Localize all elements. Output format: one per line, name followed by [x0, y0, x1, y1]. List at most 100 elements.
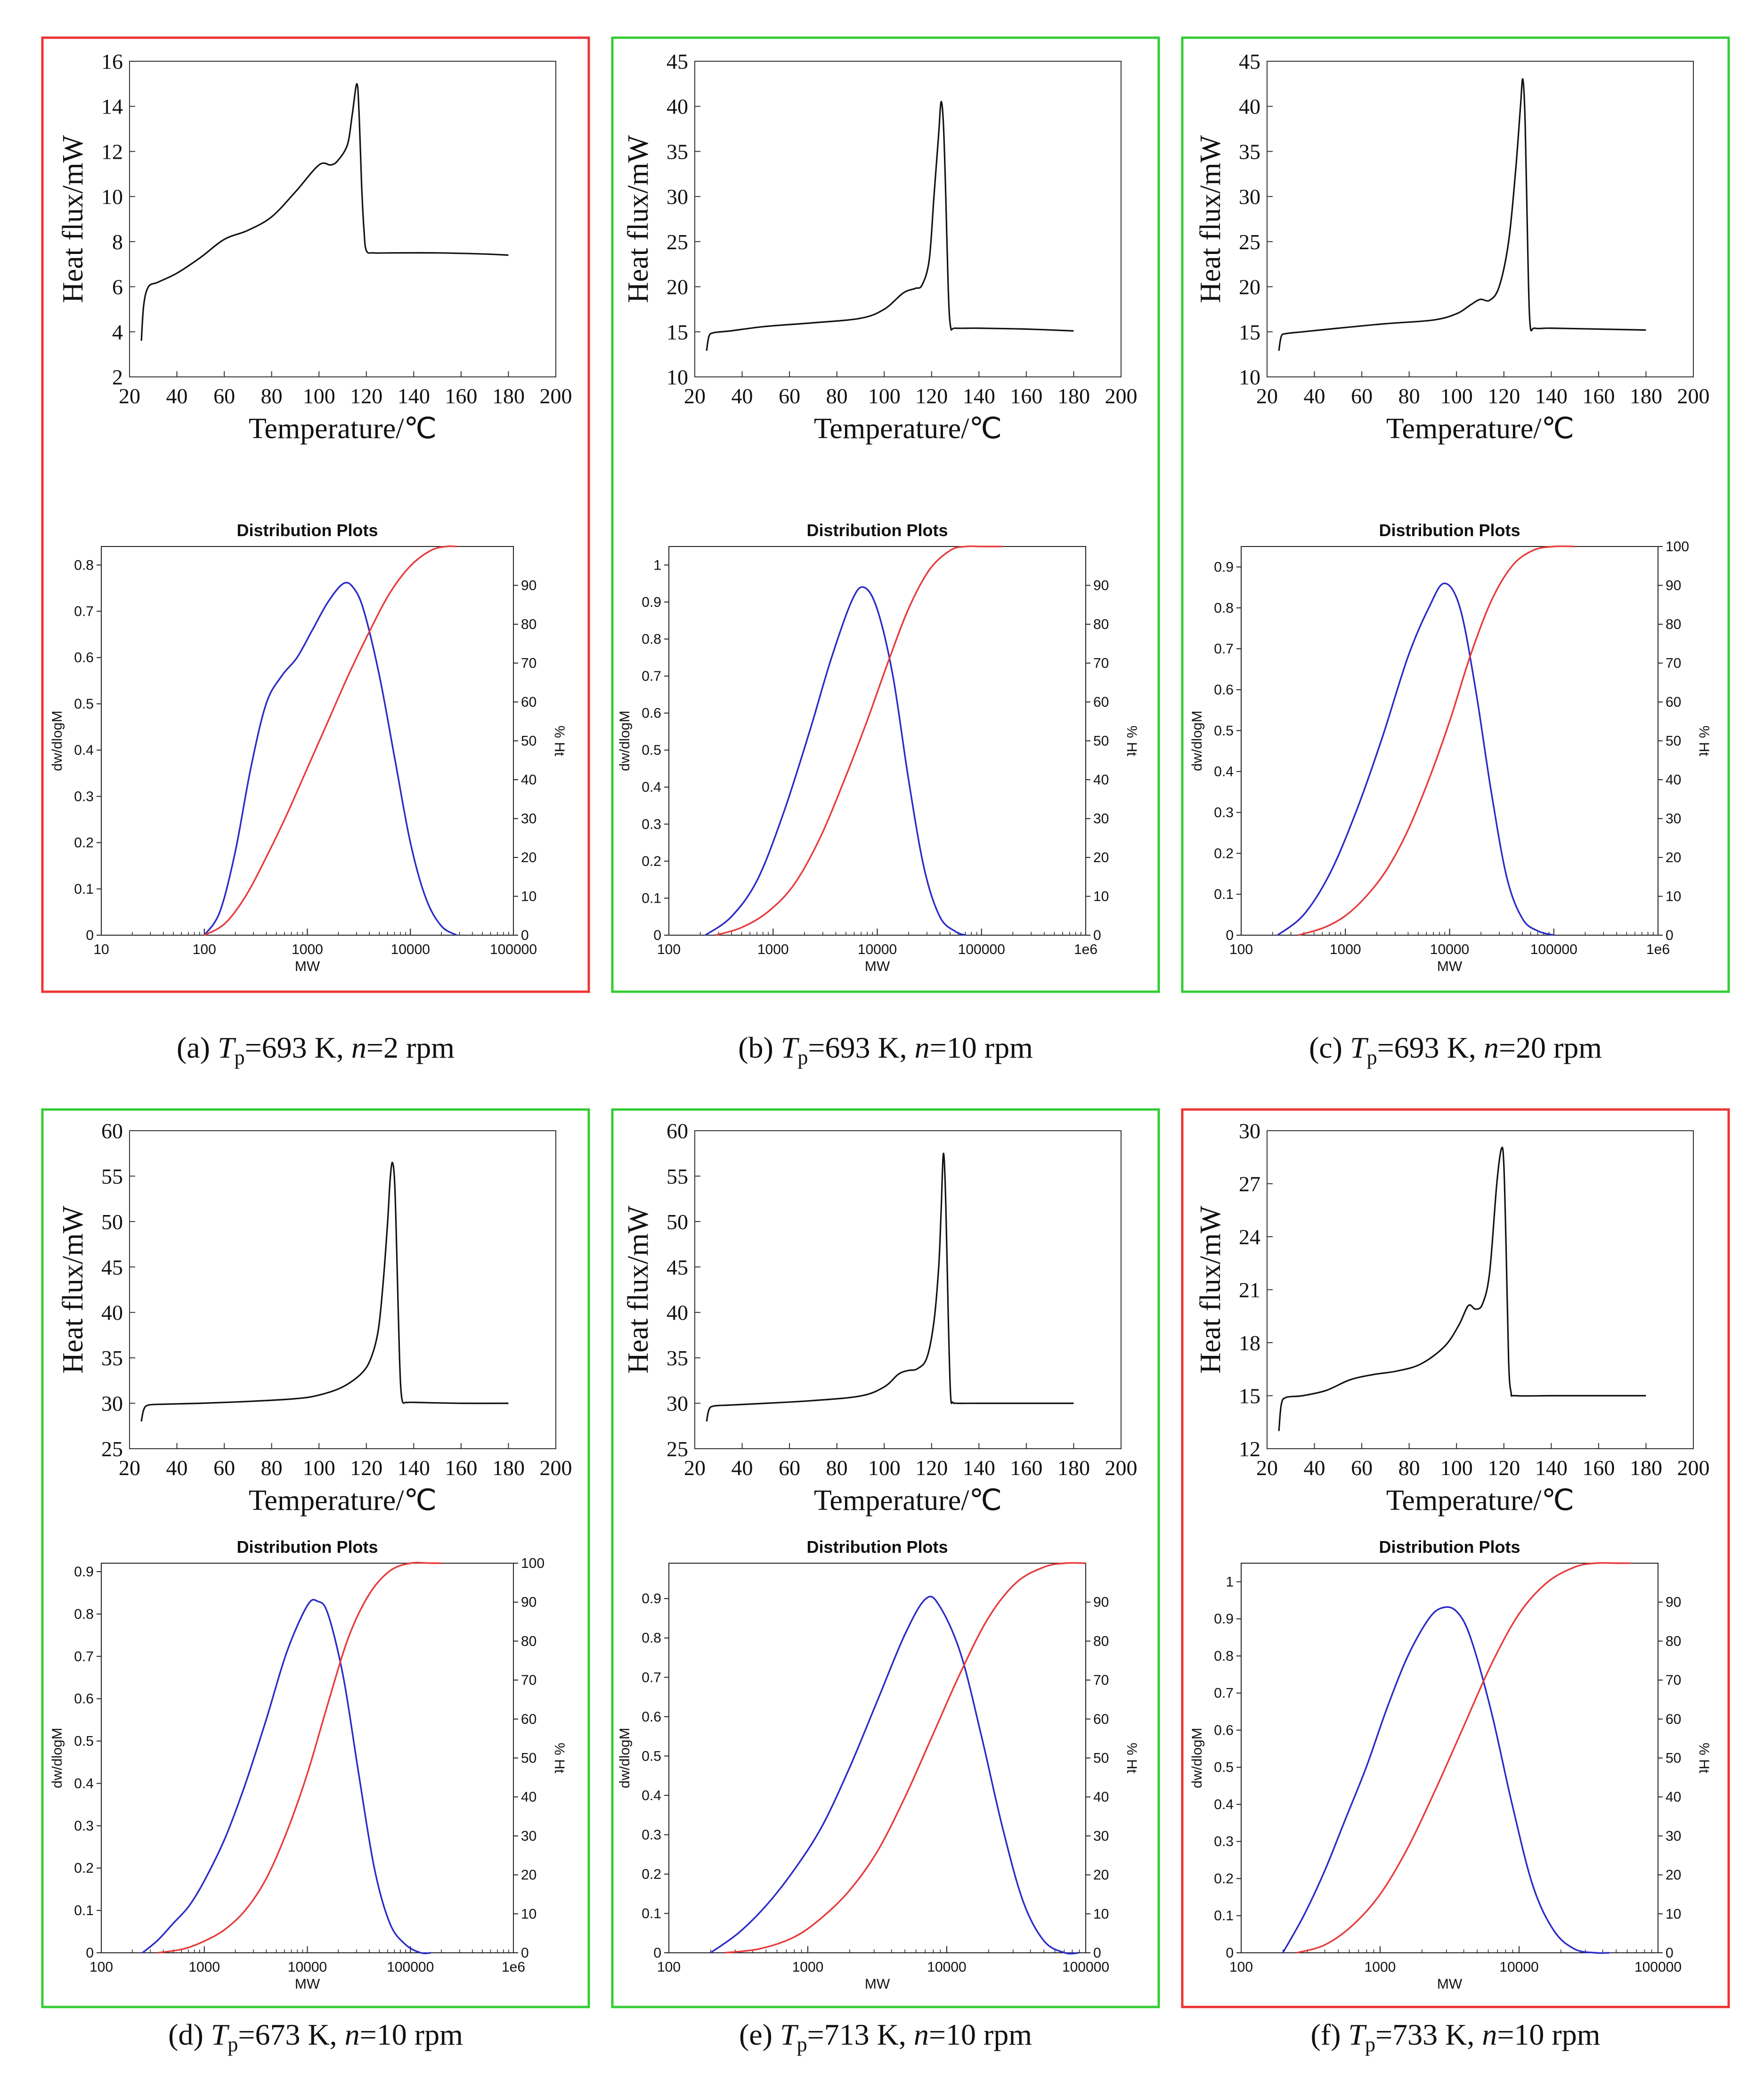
dsc-x-axis-label: Temperature/℃	[1386, 1485, 1574, 1517]
panel-border	[611, 1108, 1160, 2008]
dsc-x-tick-label: 120	[1488, 384, 1520, 408]
gpc-y-tick-label: 0.3	[74, 789, 94, 804]
panel-border	[1181, 36, 1730, 993]
dsc-x-axis-label: Temperature/℃	[249, 1485, 437, 1517]
gpc-y-tick-label: 0.7	[74, 1649, 94, 1664]
gpc-y2-tick-label: 10	[1666, 889, 1681, 905]
dsc-y-tick-label: 20	[1239, 275, 1260, 299]
dsc-x-tick-label: 160	[1010, 1456, 1042, 1480]
gpc-title: Distribution Plots	[807, 1537, 948, 1557]
dsc-x-tick-label: 200	[540, 384, 572, 408]
gpc-y-tick-label: 0.3	[1214, 805, 1234, 820]
gpc-y-axis-label: dw/dlogM	[49, 1728, 65, 1788]
gpc-y-tick-label: 0.9	[1214, 559, 1234, 575]
caption-speed-value: =10 rpm	[360, 2018, 463, 2051]
dsc-x-tick-label: 100	[303, 1456, 335, 1480]
gpc-x-tick-label: 10000	[858, 942, 897, 957]
dsc-y-tick-label: 27	[1239, 1172, 1260, 1196]
gpc-y-tick-label: 1	[653, 557, 661, 573]
gpc-y-tick-label: 0.4	[1214, 764, 1234, 780]
dsc-x-tick-label: 60	[1351, 384, 1373, 408]
dsc-plot-frame	[1267, 1130, 1694, 1449]
caption-temperature-value: =673 K,	[238, 2018, 344, 2051]
dsc-chart: 20 40 60 80 100 120 140 160 180 200 12 15 18 21 24 27 30…	[1195, 1119, 1710, 1517]
dsc-x-tick-label: 80	[261, 384, 283, 408]
gpc-y-tick-label: 0.1	[642, 1906, 661, 1921]
dsc-y-tick-label: 40	[667, 95, 688, 119]
gpc-y2-tick-label: 0	[521, 928, 529, 943]
dsc-x-tick-label: 100	[868, 1456, 901, 1480]
caption-temperature-symbol: T	[1348, 2018, 1367, 2051]
gpc-y2-tick-label: 90	[1666, 1595, 1681, 1610]
gpc-y2-tick-label: 40	[521, 772, 537, 788]
gpc-y-tick-label: 0	[86, 928, 94, 943]
gpc-y2-tick-label: 10	[1093, 889, 1109, 905]
gpc-y2-axis-label: % Ht	[552, 726, 567, 757]
gpc-plot-frame	[668, 1563, 1086, 1953]
gpc-y2-tick-label: 40	[1666, 772, 1681, 788]
dsc-y-tick-label: 4	[112, 320, 123, 344]
gpc-y-tick-label: 0.1	[642, 890, 661, 906]
gpc-x-tick-label: 1000	[757, 942, 789, 957]
gpc-y-tick-label: 0	[653, 1945, 661, 1961]
gpc-y-tick-label: 0.4	[74, 742, 94, 758]
gpc-y-tick-label: 0.9	[1214, 1611, 1234, 1627]
dsc-y-tick-label: 40	[667, 1301, 688, 1325]
gpc-x-tick-label: 1e6	[1646, 942, 1670, 957]
caption-speed-symbol: n	[1484, 1031, 1499, 1064]
gpc-y2-tick-label: 80	[1093, 617, 1109, 632]
dsc-plot-frame	[1267, 61, 1694, 377]
dsc-x-tick-label: 80	[261, 1456, 283, 1480]
gpc-y-tick-label: 0.4	[642, 780, 661, 795]
dsc-plot-frame	[129, 1130, 556, 1449]
gpc-x-tick-label: 1000	[188, 1959, 220, 1975]
dsc-y-tick-label: 15	[1239, 1384, 1260, 1408]
dsc-x-tick-label: 20	[119, 1456, 140, 1480]
dsc-x-tick-label: 20	[684, 1456, 706, 1480]
dsc-y-tick-label: 15	[1239, 320, 1260, 344]
gpc-y-tick-label: 0.5	[74, 696, 94, 712]
caption-label: (d)	[168, 2018, 211, 2051]
gpc-y2-tick-label: 0	[1093, 1945, 1101, 1961]
panel-d: 20 40 60 80 100 120 140 160 180 20025303540455055…	[41, 1108, 590, 2056]
gpc-y2-tick-label: 10	[521, 889, 537, 905]
gpc-y2-tick-label: 20	[1666, 850, 1681, 865]
dsc-x-tick-label: 120	[915, 1456, 948, 1480]
dsc-y-tick-label: 24	[1239, 1225, 1260, 1249]
gpc-y2-tick-label: 80	[521, 1633, 537, 1649]
gpc-distribution-curve	[203, 581, 457, 936]
caption-temperature-symbol: T	[1350, 1031, 1369, 1064]
caption-speed-symbol: n	[914, 2018, 929, 2051]
dsc-x-axis-label: Temperature/℃	[814, 1485, 1002, 1517]
dsc-heat-flux-curve	[140, 83, 509, 341]
caption-subscript: p	[1365, 2033, 1375, 2056]
gpc-y2-tick-label: 70	[1666, 1672, 1681, 1688]
gpc-y2-tick-label: 50	[1093, 1751, 1109, 1766]
dsc-y-tick-label: 2	[112, 365, 123, 389]
gpc-y2-tick-label: 30	[1093, 1828, 1109, 1844]
gpc-distribution-curve	[142, 1599, 431, 1955]
gpc-y2-tick-label: 70	[1666, 656, 1681, 671]
dsc-y-tick-label: 15	[667, 320, 688, 344]
dsc-y-tick-label: 60	[101, 1119, 123, 1143]
gpc-y2-tick-label: 40	[521, 1789, 537, 1805]
dsc-chart: 20 40 60 80 100 120 140 160 180 200 10 15 20 25 30 35 40…	[1195, 49, 1710, 445]
dsc-x-tick-label: 40	[732, 1456, 753, 1480]
dsc-y-tick-label: 60	[667, 1119, 688, 1143]
gpc-y2-tick-label: 60	[521, 694, 537, 710]
dsc-x-tick-label: 180	[1630, 384, 1662, 408]
caption-temperature-value: =713 K,	[807, 2018, 914, 2051]
gpc-y2-tick-label: 40	[1093, 772, 1109, 788]
dsc-x-tick-label: 160	[445, 1456, 477, 1480]
dsc-x-tick-label: 40	[1304, 384, 1325, 408]
gpc-x-tick-label: 100000	[1634, 1959, 1682, 1975]
gpc-y-tick-label: 0.8	[74, 557, 94, 573]
gpc-y2-tick-label: 80	[521, 617, 537, 632]
dsc-x-tick-label: 80	[826, 384, 848, 408]
dsc-y-tick-label: 40	[1239, 95, 1260, 119]
dsc-y-axis-label: Heat flux/mW	[57, 1206, 89, 1374]
gpc-y-tick-label: 0.3	[642, 816, 661, 832]
dsc-y-tick-label: 30	[1239, 185, 1260, 209]
gpc-y2-tick-label: 30	[1666, 1828, 1681, 1844]
gpc-y2-tick-label: 90	[521, 578, 537, 594]
